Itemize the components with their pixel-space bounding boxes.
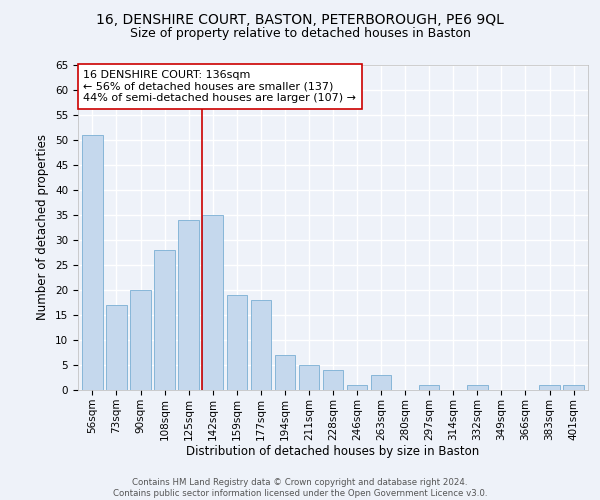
Bar (347, 385, 367, 390)
Bar (82, 135, 103, 390)
Bar (563, 385, 584, 390)
Text: Size of property relative to detached houses in Baston: Size of property relative to detached ho… (130, 28, 470, 40)
Bar (251, 300, 271, 390)
Text: 16, DENSHIRE COURT, BASTON, PETERBOROUGH, PE6 9QL: 16, DENSHIRE COURT, BASTON, PETERBOROUGH… (96, 12, 504, 26)
Bar (227, 295, 247, 390)
X-axis label: Distribution of detached houses by size in Baston: Distribution of detached houses by size … (187, 446, 479, 458)
Bar (154, 250, 175, 390)
Text: Contains HM Land Registry data © Crown copyright and database right 2024.
Contai: Contains HM Land Registry data © Crown c… (113, 478, 487, 498)
Bar (202, 215, 223, 390)
Y-axis label: Number of detached properties: Number of detached properties (37, 134, 49, 320)
Bar (275, 355, 295, 390)
Bar (371, 375, 391, 390)
Bar (419, 385, 439, 390)
Bar (130, 290, 151, 390)
Bar (106, 305, 127, 390)
Bar (178, 220, 199, 390)
Bar (539, 385, 560, 390)
Bar (299, 365, 319, 390)
Bar (323, 370, 343, 390)
Text: 16 DENSHIRE COURT: 136sqm
← 56% of detached houses are smaller (137)
44% of semi: 16 DENSHIRE COURT: 136sqm ← 56% of detac… (83, 70, 356, 103)
Bar (467, 385, 488, 390)
